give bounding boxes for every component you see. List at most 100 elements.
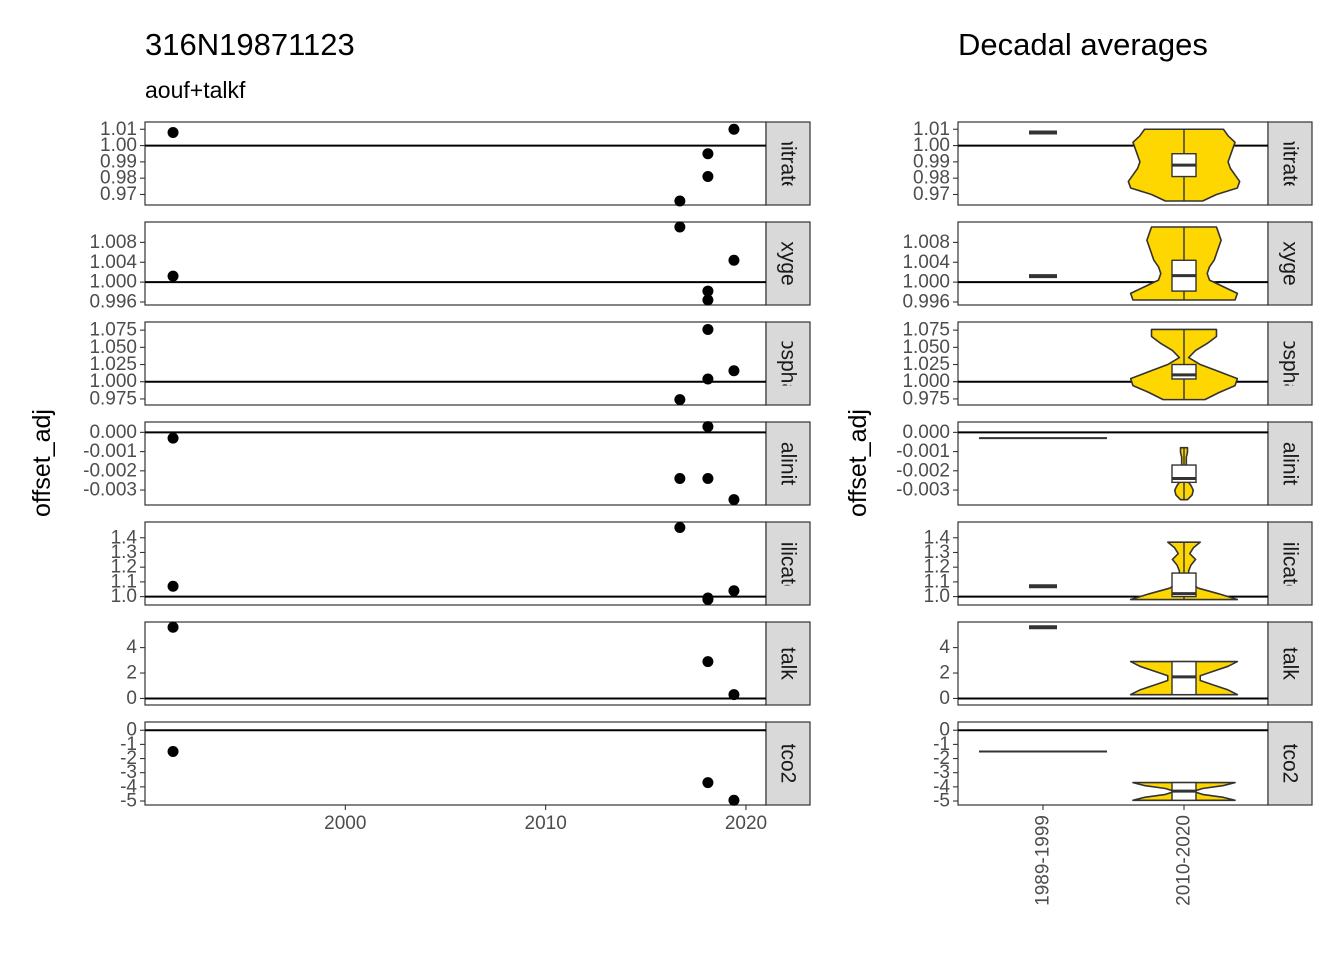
facet-label: salinity	[777, 431, 800, 496]
facet-strip	[765, 321, 811, 406]
panel-border	[144, 321, 767, 406]
right-violins-tco2	[979, 750, 1236, 802]
data-point	[702, 594, 714, 606]
data-point	[674, 394, 686, 406]
y-tick-label: 1.1	[111, 571, 137, 592]
facet-strip	[765, 421, 811, 506]
y-tick-label: 1.050	[902, 337, 950, 358]
facet-strip	[1267, 521, 1313, 606]
y-tick-label: 2	[126, 663, 137, 684]
data-point	[167, 270, 179, 282]
left-x-axis: 2000 2010 2020	[324, 805, 767, 834]
data-point	[702, 285, 714, 297]
y-tick-label: -0.002	[83, 460, 137, 481]
y-tick-label: 0.98	[913, 168, 950, 189]
panel-border	[957, 521, 1269, 606]
right-violins-phosphate	[1129, 328, 1239, 401]
panel-border	[957, 421, 1269, 506]
y-tick-label: -3	[933, 762, 950, 783]
y-tick-label: 1.2	[111, 557, 137, 578]
left-facet-salinity: salinity 0.000-0.001-0.002-0.003	[83, 421, 811, 506]
data-point	[728, 494, 740, 506]
y-tick-label: -2	[933, 748, 950, 769]
y-tick-label: -3	[120, 762, 137, 783]
data-point	[674, 195, 686, 207]
data-point	[728, 254, 740, 266]
y-tick-label: 1.050	[89, 337, 137, 358]
data-point	[728, 689, 740, 701]
data-point	[702, 421, 714, 433]
x-category-label: 1989-1999	[1033, 815, 1054, 906]
right-facet-tco2: tco2 0-1-2-3-4-5	[933, 720, 1313, 812]
y-tick-label: 4	[126, 637, 137, 658]
y-tick-label: -1	[933, 734, 950, 755]
y-tick-label: 1.008	[902, 232, 950, 253]
y-tick-label: 1.0	[924, 586, 950, 607]
facet-strip	[765, 521, 811, 606]
y-tick-label: 1.4	[924, 527, 951, 548]
y-tick-label: 1.1	[924, 571, 950, 592]
data-point	[167, 621, 179, 633]
y-tick-label: 0	[939, 720, 950, 741]
right-facet-nitrate: nitrate 0.970.980.991.001.01	[913, 119, 1313, 206]
y-tick-label: -2	[120, 748, 137, 769]
data-point	[674, 521, 686, 533]
right-violins-oxygen	[1029, 226, 1239, 301]
facet-strip	[765, 221, 811, 306]
y-tick-label: 1.3	[924, 542, 950, 563]
box-iqr	[1171, 363, 1197, 380]
y-tick-label: 0.99	[913, 151, 950, 172]
right-facet-salinity: salinity 0.000-0.001-0.002-0.003	[896, 421, 1313, 506]
facet-strip	[765, 721, 811, 806]
y-tick-label: -0.003	[83, 480, 137, 501]
y-tick-label: 1.2	[924, 557, 950, 578]
y-tick-label: -0.001	[896, 441, 950, 462]
facet-strip	[1267, 721, 1313, 806]
y-tick-label: 1.00	[100, 135, 137, 156]
facet-strip	[1267, 621, 1313, 706]
y-tick-label: 1.01	[913, 119, 950, 140]
y-tick-label: 1.0	[111, 586, 137, 607]
y-tick-label: 4	[939, 637, 950, 658]
y-tick-label: 1.025	[902, 354, 950, 375]
y-tick-label: 0	[126, 688, 137, 709]
plot-area: nitrate0.970.980.991.001.01nitrate0.970.…	[83, 119, 1313, 906]
data-point	[728, 123, 740, 135]
facet-label: nitrate	[777, 134, 800, 192]
data-point	[702, 294, 714, 306]
data-point	[674, 473, 686, 484]
y-tick-label: 0.97	[100, 184, 137, 205]
x-tick-label: 2020	[725, 813, 767, 834]
y-tick-label: 0.98	[100, 168, 137, 189]
panel-border	[144, 121, 767, 206]
facet-label: nitrate	[1279, 134, 1302, 192]
left-facet-talk: talk 0 2 4	[126, 621, 811, 709]
left-points-salinity	[167, 421, 740, 506]
left-facet-nitrate: nitrate 0.970.980.991.001.01	[100, 119, 811, 206]
y-tick-label: 0.97	[913, 184, 950, 205]
y-tick-label: 1.000	[902, 272, 950, 293]
facet-strip	[1267, 421, 1313, 506]
facet-label: silicate	[1279, 531, 1302, 595]
left-points-oxygen	[167, 221, 740, 306]
right-violins-salinity	[979, 437, 1197, 501]
y-tick-label: 1.004	[89, 252, 137, 273]
data-point	[167, 432, 179, 444]
y-tick-label: 1.004	[902, 252, 950, 273]
y-tick-label: -1	[120, 734, 137, 755]
panel-border	[144, 221, 767, 306]
data-point	[702, 148, 714, 160]
y-tick-label: 0.996	[89, 291, 137, 312]
data-point	[728, 794, 740, 806]
y-tick-label: -0.001	[83, 441, 137, 462]
panel-border	[957, 321, 1269, 406]
facet-strip	[1267, 321, 1313, 406]
facet-label: silicate	[777, 531, 800, 595]
x-category-label: 2010-2020	[1174, 815, 1195, 906]
y-tick-label: 1.3	[111, 542, 137, 563]
y-tick-label: 1.025	[89, 354, 137, 375]
